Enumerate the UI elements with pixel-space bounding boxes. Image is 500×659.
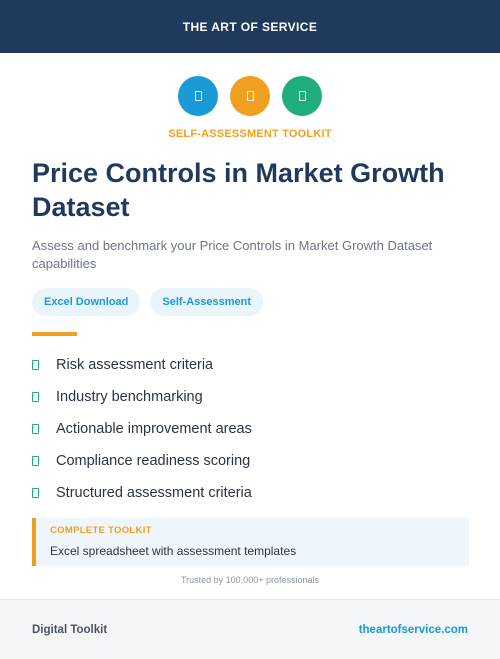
document-icon: [194, 91, 202, 101]
accent-divider: [32, 332, 77, 336]
brand-title: THE ART OF SERVICE: [182, 19, 318, 34]
header-bar: THE ART OF SERVICE: [0, 0, 500, 53]
toolkit-callout: COMPLETE TOOLKIT Excel spreadsheet with …: [32, 518, 469, 566]
list-item: Structured assessment criteria: [32, 477, 252, 509]
document-icon-blue: [178, 76, 218, 116]
feature-label: Industry benchmarking: [56, 389, 203, 405]
page-title: Price Controls in Market Growth Dataset: [32, 158, 445, 222]
list-item: Industry benchmarking: [32, 381, 252, 413]
feature-label: Structured assessment criteria: [56, 485, 252, 501]
icon-row: [0, 76, 500, 116]
document-icon-green: [282, 76, 322, 116]
check-icon: [32, 456, 39, 466]
trust-statement: Trusted by 100,000+ professionals: [180, 575, 319, 585]
callout-label: COMPLETE TOOLKIT: [50, 525, 152, 536]
tag-self-assessment: Self-Assessment: [150, 288, 264, 316]
eyebrow-label: SELF-ASSESSMENT TOOLKIT: [168, 128, 332, 140]
footer-bar: Digital Toolkit theartofservice.com: [0, 599, 500, 659]
feature-label: Compliance readiness scoring: [56, 453, 251, 469]
list-item: Risk assessment criteria: [32, 349, 252, 381]
feature-label: Actionable improvement areas: [56, 421, 252, 437]
list-item: Compliance readiness scoring: [32, 445, 252, 477]
document-icon: [246, 91, 254, 101]
list-item: Actionable improvement areas: [32, 413, 252, 445]
tag-excel-download: Excel Download: [32, 288, 141, 316]
check-icon: [32, 424, 39, 434]
website-link[interactable]: theartofservice.com: [358, 623, 468, 636]
tag-list: Excel Download Self-Assessment: [32, 288, 264, 316]
feature-list: Risk assessment criteria Industry benchm…: [32, 349, 252, 509]
footer-label: Digital Toolkit: [32, 623, 108, 636]
page-subtitle: Assess and benchmark your Price Controls…: [32, 238, 433, 271]
callout-text: Excel spreadsheet with assessment templa…: [50, 544, 297, 558]
document-icon: [298, 91, 306, 101]
check-icon: [32, 488, 39, 498]
feature-label: Risk assessment criteria: [56, 357, 214, 373]
check-icon: [32, 392, 39, 402]
check-icon: [32, 360, 39, 370]
document-icon-orange: [230, 76, 270, 116]
